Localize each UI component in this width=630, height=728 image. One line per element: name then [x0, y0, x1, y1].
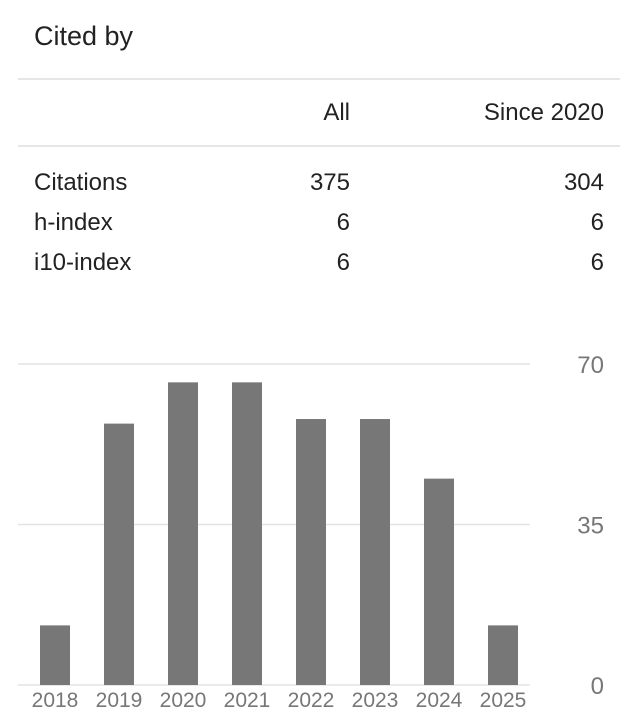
- panel-title: Cited by: [34, 21, 134, 51]
- bar-2018: [40, 625, 70, 685]
- x-tick-label: 2019: [96, 689, 143, 712]
- bar-2023: [360, 419, 390, 685]
- column-header-all: All: [323, 99, 350, 126]
- x-tick-label: 2025: [480, 689, 527, 712]
- x-tick-label: 2020: [160, 689, 207, 712]
- table-row-h-index: h-index 6 6: [0, 203, 630, 243]
- bar-2020: [168, 382, 198, 685]
- value-all: 6: [336, 249, 350, 276]
- y-tick-label: 70: [577, 352, 604, 379]
- x-tick-label: 2021: [224, 689, 271, 712]
- x-tick-label: 2018: [32, 689, 79, 712]
- value-since: 6: [590, 249, 604, 276]
- value-all: 6: [336, 209, 350, 236]
- table-row-citations: Citations 375 304: [0, 163, 630, 203]
- x-tick-label: 2023: [352, 689, 399, 712]
- bar-2021: [232, 382, 262, 685]
- y-tick-label: 35: [577, 513, 604, 540]
- x-tick-label: 2024: [416, 689, 463, 712]
- divider: [18, 78, 620, 80]
- value-since: 6: [590, 209, 604, 236]
- column-header-since: Since 2020: [483, 99, 604, 126]
- bar-2024: [424, 478, 454, 685]
- y-tick-label: 0: [591, 673, 604, 700]
- value-all: 375: [309, 169, 350, 196]
- bar-2025: [488, 625, 518, 685]
- bar-2019: [104, 423, 134, 685]
- value-since: 304: [563, 169, 604, 196]
- row-label[interactable]: h-index: [34, 209, 113, 236]
- citations-per-year-chart: 0 35 70 2018 2019 2020 2021 2022 2023 2024 2025: [18, 352, 604, 712]
- bar-2022: [296, 419, 326, 685]
- row-label[interactable]: Citations: [34, 169, 128, 196]
- x-tick-label: 2022: [288, 689, 335, 712]
- table-row-i10-index: i10-index 6 6: [0, 243, 630, 283]
- divider: [18, 145, 620, 147]
- row-label[interactable]: i10-index: [34, 249, 132, 276]
